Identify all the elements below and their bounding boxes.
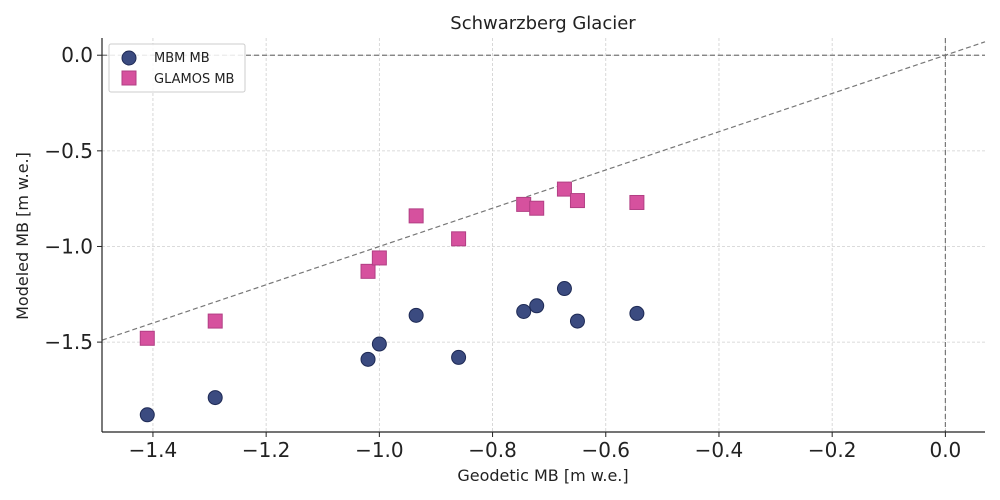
glamos-point bbox=[371, 250, 387, 266]
glamos-point bbox=[360, 263, 376, 279]
x-tick-label: −1.4 bbox=[129, 438, 178, 462]
glamos-point bbox=[451, 231, 467, 247]
glamos-point bbox=[516, 196, 532, 212]
legend-label-mbm: MBM MB bbox=[154, 51, 210, 66]
legend-marker-mbm bbox=[121, 50, 137, 66]
mbm-point bbox=[371, 336, 387, 352]
mbm-point bbox=[360, 351, 376, 367]
mbm-point bbox=[408, 307, 424, 323]
glamos-point bbox=[529, 200, 545, 216]
mbm-point bbox=[556, 281, 572, 297]
mbm-point bbox=[451, 349, 467, 365]
x-tick-label: −0.2 bbox=[808, 438, 857, 462]
y-tick-label: −1.5 bbox=[44, 330, 93, 354]
glamos-point bbox=[629, 194, 645, 210]
grid bbox=[102, 38, 985, 432]
y-tick-label: −0.5 bbox=[44, 139, 93, 163]
x-tick-label: 0.0 bbox=[929, 438, 961, 462]
glamos-point bbox=[207, 313, 223, 329]
identity-line bbox=[101, 41, 986, 341]
glamos-point bbox=[569, 193, 585, 209]
mbm-point bbox=[629, 305, 645, 321]
ticks: −1.4 −1.2 −1.0 −0.8 −0.6 −0.4 −0.2 0.0 0.0 −0.5 −1… bbox=[44, 43, 961, 462]
mbm-point bbox=[569, 313, 585, 329]
reference-lines bbox=[101, 38, 986, 432]
data-points bbox=[139, 181, 645, 423]
y-tick-label: −1.0 bbox=[44, 234, 93, 258]
legend: MBM MB GLAMOS MB bbox=[108, 43, 246, 93]
x-tick-label: −0.8 bbox=[468, 438, 517, 462]
mbm-point bbox=[139, 407, 155, 423]
axes bbox=[101, 38, 985, 433]
x-tick-label: −1.2 bbox=[242, 438, 291, 462]
mbm-point bbox=[516, 304, 532, 320]
mbm-point bbox=[529, 298, 545, 314]
chart-title: Schwarzberg Glacier bbox=[450, 13, 636, 34]
glamos-point bbox=[556, 181, 572, 197]
legend-marker-glamos bbox=[121, 70, 137, 86]
y-axis-label: Modeled MB [m w.e.] bbox=[13, 152, 32, 320]
legend-box bbox=[108, 43, 246, 93]
legend-label-glamos: GLAMOS MB bbox=[154, 72, 234, 87]
x-axis-label: Geodetic MB [m w.e.] bbox=[457, 466, 628, 485]
x-tick-label: −0.6 bbox=[581, 438, 630, 462]
x-tick-label: −0.4 bbox=[695, 438, 744, 462]
mbm-point bbox=[207, 390, 223, 406]
x-tick-label: −1.0 bbox=[355, 438, 404, 462]
y-tick-label: 0.0 bbox=[61, 43, 93, 67]
glamos-point bbox=[139, 330, 155, 346]
glamos-point bbox=[408, 208, 424, 224]
